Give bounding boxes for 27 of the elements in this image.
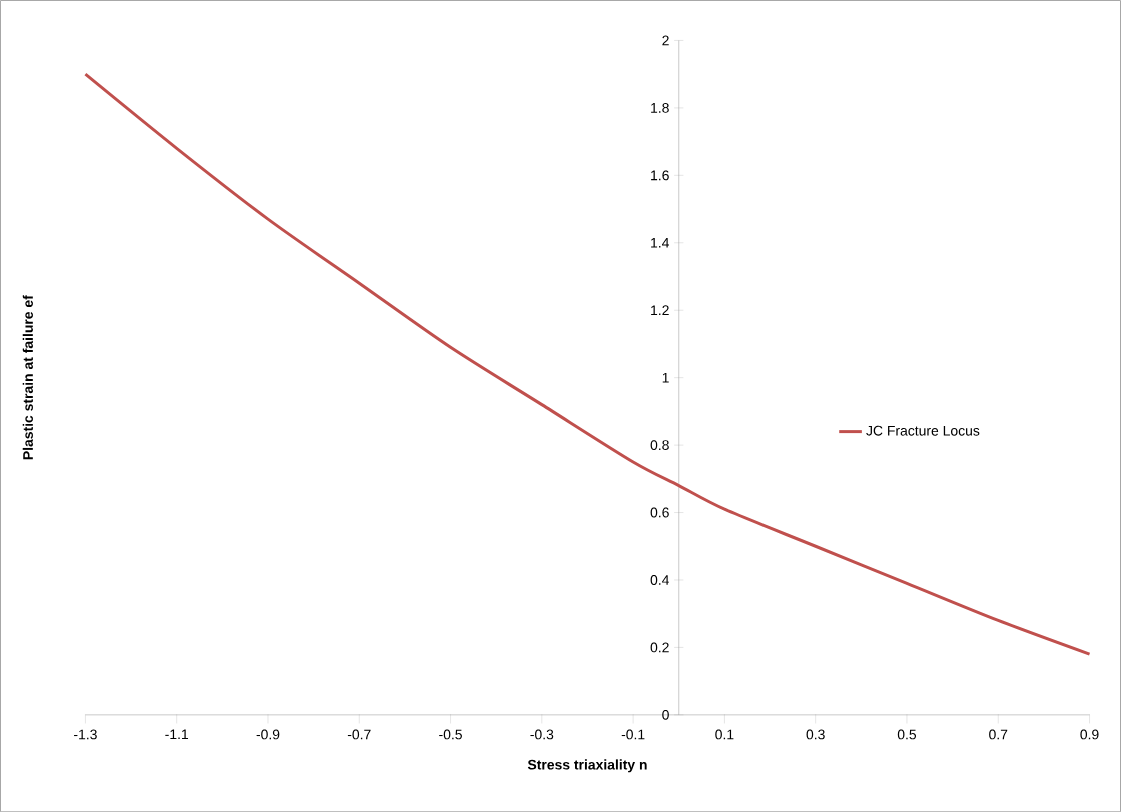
x-tick-label: -1.1 — [165, 729, 189, 739]
x-tick-label: -0.7 — [347, 729, 371, 740]
x-tick-label: 0.9 — [1080, 729, 1099, 740]
y-tick-label: 1.6 — [651, 170, 669, 181]
y-tick-label: 0.6 — [650, 507, 669, 518]
y-tick-label: 1 — [662, 372, 669, 383]
x-tick-label: -1.3 — [74, 729, 97, 740]
y-tick-label: 1.4 — [651, 237, 669, 248]
y-tick-label: 0.2 — [650, 642, 669, 653]
x-tick-label: 0.1 — [715, 729, 734, 740]
line-series — [83, 72, 1092, 656]
x-tick-label: -0.3 — [530, 729, 554, 740]
x-tick-label: 0.7 — [989, 729, 1008, 740]
x-tick-label: -0.1 — [621, 729, 645, 740]
y-tick-label: 0.8 — [650, 440, 669, 450]
y-tick-label: 1.2 — [651, 305, 669, 315]
legend-label: JC Fracture Locus — [866, 425, 980, 436]
x-axis-title: Stress triaxiality n — [527, 759, 647, 773]
y-tick-label: 0 — [662, 709, 669, 720]
x-tick-label: 0.3 — [806, 729, 825, 740]
x-tick-label: 0.5 — [897, 729, 917, 740]
y-tick-label: 2 — [662, 35, 669, 46]
x-tick-label: -0.5 — [439, 729, 462, 740]
x-tick-label: -0.9 — [256, 729, 280, 740]
y-tick-label: 1.8 — [651, 102, 669, 113]
y-axis-title: Plastic strain at failure ef — [22, 295, 33, 460]
y-tick-label: 0.4 — [650, 574, 669, 585]
